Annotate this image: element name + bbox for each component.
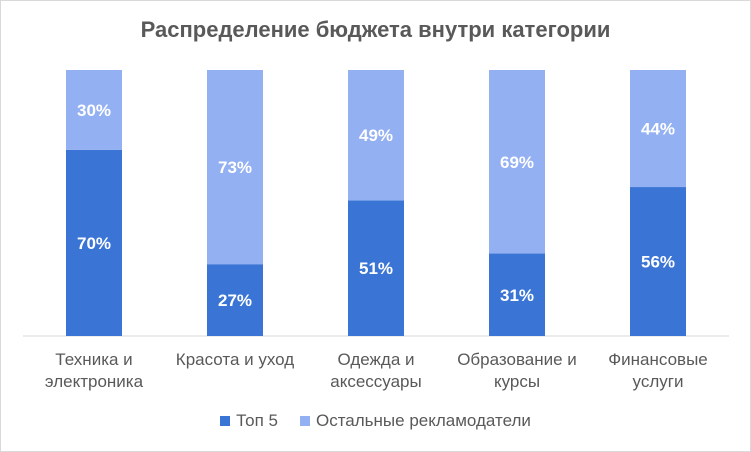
legend-item-others: Остальные рекламодатели bbox=[299, 411, 531, 431]
bar-segment-others-0 bbox=[66, 70, 122, 150]
legend-swatch-top5 bbox=[220, 416, 231, 426]
bar-segment-others-1 bbox=[207, 70, 263, 265]
bar-segment-top5-0 bbox=[66, 149, 122, 336]
bar-segment-top5-3 bbox=[489, 253, 545, 336]
legend-item-top5: Топ 5 bbox=[220, 411, 278, 431]
category-label-2-line-0: Одежда и bbox=[338, 350, 415, 369]
category-label-2-line-1: аксессуары bbox=[330, 372, 421, 391]
legend-swatch-others bbox=[299, 416, 310, 426]
bar-segment-top5-4 bbox=[630, 187, 686, 336]
chart-plot: 70% 30% Техника и электроника 27% 73% Красота … bbox=[23, 70, 729, 391]
category-label-3-line-0: Образование и bbox=[457, 350, 577, 369]
bar-segment-others-2 bbox=[348, 70, 404, 201]
category-label-0-line-1: электроника bbox=[45, 372, 144, 391]
chart-title: Распределение бюджета внутри категории bbox=[140, 17, 611, 42]
data-label-top5-3: 31% bbox=[500, 286, 534, 305]
data-label-others-0: 30% bbox=[77, 101, 111, 120]
data-label-others-1: 73% bbox=[218, 158, 252, 177]
category-label-1-line-0: Красота и уход bbox=[176, 350, 294, 369]
category-label-4-line-1: услуги bbox=[633, 372, 684, 391]
category-label-3-line-1: курсы bbox=[494, 372, 540, 391]
data-label-others-4: 44% bbox=[641, 120, 675, 139]
bar-segment-top5-2 bbox=[348, 200, 404, 336]
bar-segment-top5-1 bbox=[207, 264, 263, 336]
data-label-top5-0: 70% bbox=[77, 234, 111, 253]
data-label-top5-1: 27% bbox=[218, 291, 252, 310]
chart-legend: Топ 5 Остальные рекламодатели bbox=[1, 411, 750, 431]
data-label-top5-4: 56% bbox=[641, 253, 675, 272]
data-label-top5-2: 51% bbox=[359, 259, 393, 278]
category-label-4-line-0: Финансовые bbox=[608, 350, 708, 369]
legend-label-top5: Топ 5 bbox=[236, 411, 278, 430]
data-label-others-2: 49% bbox=[359, 126, 393, 145]
bar-segment-others-4 bbox=[630, 70, 686, 188]
legend-label-others: Остальные рекламодатели bbox=[315, 411, 531, 430]
data-label-others-3: 69% bbox=[500, 153, 534, 172]
bar-segment-others-3 bbox=[489, 70, 545, 254]
category-label-0-line-0: Техника и bbox=[55, 350, 132, 369]
